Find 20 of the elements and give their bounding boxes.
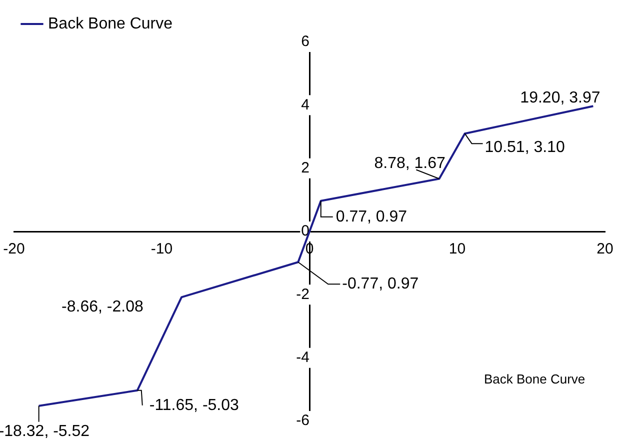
x-tick-label: 20 — [596, 240, 614, 258]
annotation: 0.77, 0.97 — [336, 208, 408, 226]
y-tick-label: 4 — [301, 96, 310, 114]
legend-label: Back Bone Curve — [48, 15, 173, 32]
annotation: 8.78, 1.67 — [374, 155, 446, 172]
y-tick-label: -2 — [296, 286, 310, 303]
y-tick-label: -4 — [296, 348, 310, 366]
annotation: -11.65, -5.03 — [149, 396, 240, 414]
annotation: -8.66, -2.08 — [62, 298, 144, 316]
y-tick-label: 6 — [301, 33, 310, 50]
annotation: 10.51, 3.10 — [484, 139, 565, 156]
y-tick-label: 2 — [301, 159, 310, 176]
y-tick-label: -6 — [296, 412, 310, 430]
x-tick-label: 10 — [448, 240, 466, 258]
annotation: -0.77, 0.97 — [342, 276, 419, 293]
annotation: 19.20, 3.97 — [520, 90, 600, 107]
x-tick-label: -20 — [3, 240, 25, 258]
annotation: Back Bone Curve — [484, 372, 586, 387]
y-tick-label: 0 — [301, 222, 310, 240]
x-tick-label: -10 — [150, 240, 173, 258]
